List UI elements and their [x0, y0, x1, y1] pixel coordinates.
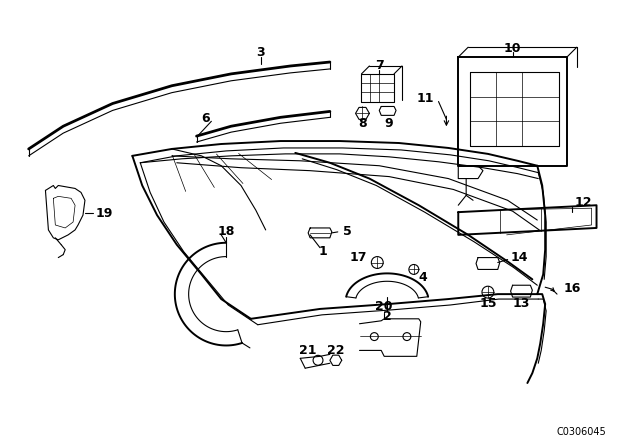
Text: 13: 13 — [513, 297, 530, 310]
Text: 19: 19 — [96, 207, 113, 220]
Text: 9: 9 — [385, 117, 394, 130]
Text: 7: 7 — [375, 60, 383, 73]
Text: 10: 10 — [504, 42, 522, 55]
Text: 22: 22 — [327, 344, 344, 357]
Text: 2: 2 — [383, 310, 392, 323]
Text: 15: 15 — [479, 297, 497, 310]
Text: 8: 8 — [358, 117, 367, 130]
Text: 17: 17 — [350, 251, 367, 264]
Text: 12: 12 — [575, 196, 592, 209]
Text: 14: 14 — [511, 251, 528, 264]
Text: 5: 5 — [342, 225, 351, 238]
Text: 11: 11 — [416, 92, 433, 105]
Text: 6: 6 — [201, 112, 209, 125]
Text: C0306045: C0306045 — [557, 427, 607, 437]
Text: 18: 18 — [218, 225, 235, 238]
Text: 21: 21 — [300, 344, 317, 357]
Text: 20: 20 — [376, 301, 393, 314]
Text: 3: 3 — [257, 46, 265, 59]
Text: 1: 1 — [319, 245, 327, 258]
Text: 16: 16 — [564, 282, 581, 295]
Text: 4: 4 — [419, 271, 428, 284]
